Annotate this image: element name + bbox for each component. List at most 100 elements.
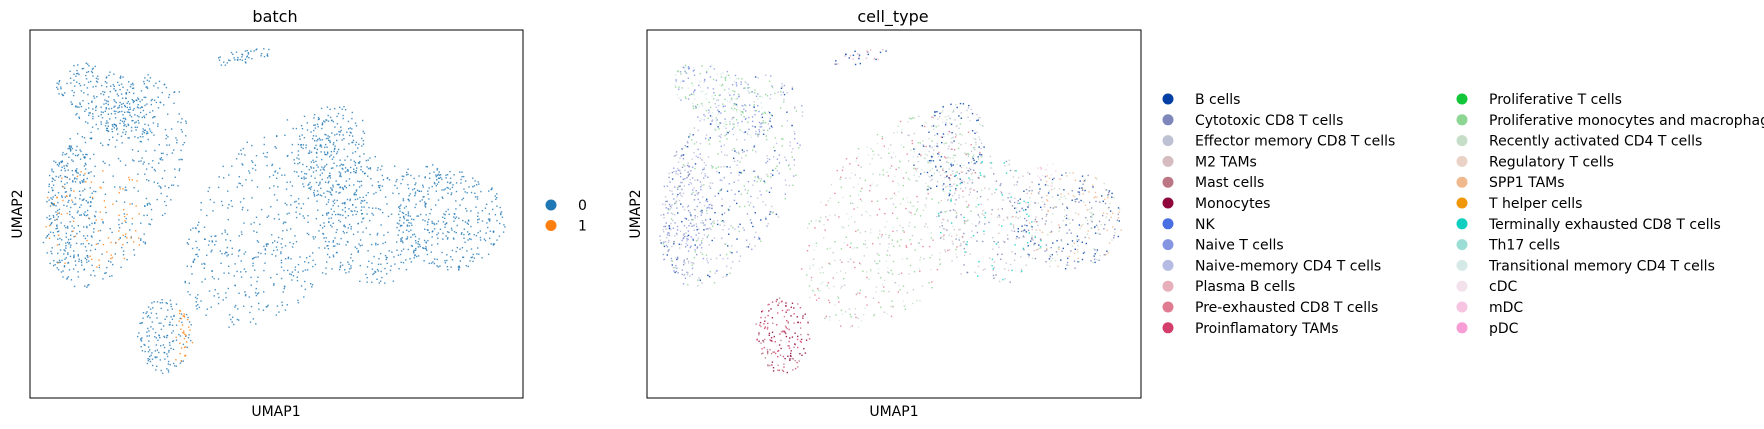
- scatter-point: [757, 105, 759, 107]
- scatter-point: [468, 186, 470, 188]
- scatter-point: [179, 310, 182, 312]
- legend-batch: 01: [545, 198, 587, 235]
- scatter-point: [90, 201, 92, 204]
- scatter-point: [711, 204, 713, 207]
- scatter-point: [260, 208, 263, 211]
- scatter-point: [57, 269, 60, 271]
- scatter-point: [76, 178, 78, 180]
- scatter-point: [56, 227, 59, 229]
- scatter-point: [885, 233, 887, 236]
- scatter-point: [953, 229, 956, 231]
- scatter-point: [878, 254, 880, 256]
- scatter-point: [789, 145, 791, 147]
- scatter-point: [447, 237, 449, 239]
- scatter-point: [187, 318, 189, 321]
- scatter-point: [351, 210, 353, 213]
- scatter-point: [470, 248, 473, 250]
- scatter-point: [281, 238, 283, 240]
- scatter-point: [743, 185, 745, 187]
- scatter-point: [57, 192, 60, 194]
- scatter-point: [97, 75, 99, 77]
- scatter-point: [782, 331, 784, 333]
- scatter-point: [667, 212, 669, 214]
- scatter-point: [106, 100, 108, 102]
- scatter-point: [793, 346, 795, 348]
- scatter-point: [354, 246, 356, 248]
- scatter-point: [69, 178, 71, 180]
- scatter-point: [348, 268, 351, 270]
- scatter-point: [333, 142, 335, 144]
- scatter-point: [740, 114, 742, 116]
- scatter-point: [122, 250, 125, 252]
- scatter-point: [105, 108, 107, 110]
- scatter-point: [701, 184, 703, 186]
- scatter-point: [887, 271, 889, 273]
- scatter-point: [126, 89, 129, 91]
- scatter-point: [923, 258, 925, 260]
- scatter-point: [167, 309, 169, 311]
- scatter-point: [713, 68, 715, 70]
- scatter-point: [148, 358, 151, 361]
- scatter-point: [85, 153, 87, 156]
- scatter-point: [682, 158, 685, 160]
- scatter-point: [994, 192, 996, 194]
- scatter-point: [328, 190, 330, 193]
- scatter-point: [136, 180, 138, 182]
- scatter-point: [74, 197, 77, 199]
- scatter-point: [703, 168, 705, 170]
- scatter-point: [750, 91, 753, 93]
- scatter-point: [394, 184, 396, 187]
- scatter-point: [951, 194, 954, 197]
- scatter-point: [931, 287, 933, 289]
- scatter-point: [770, 93, 772, 96]
- scatter-point: [1054, 206, 1056, 208]
- scatter-point: [686, 240, 688, 242]
- scatter-point: [323, 169, 325, 171]
- scatter-point: [684, 262, 686, 264]
- scatter-point: [455, 208, 457, 210]
- scatter-point: [140, 239, 142, 241]
- scatter-point: [692, 102, 694, 105]
- scatter-point: [700, 118, 702, 120]
- scatter-point: [273, 185, 275, 187]
- scatter-point: [171, 332, 173, 334]
- scatter-point: [1087, 223, 1089, 225]
- scatter-point: [382, 179, 385, 181]
- scatter-point: [81, 264, 83, 266]
- scatter-point: [406, 238, 409, 240]
- scatter-point: [912, 288, 915, 291]
- scatter-point: [1057, 265, 1059, 268]
- scatter-point: [350, 267, 352, 269]
- scatter-point: [246, 55, 249, 57]
- scatter-point: [310, 186, 313, 188]
- scatter-point: [88, 260, 90, 262]
- scatter-point: [855, 293, 858, 296]
- scatter-point: [725, 275, 727, 278]
- scatter-point: [49, 225, 51, 227]
- scatter-point: [129, 106, 131, 108]
- scatter-point: [870, 270, 872, 272]
- scatter-point: [892, 180, 894, 183]
- scatter-point: [941, 169, 944, 171]
- scatter-point: [151, 302, 153, 304]
- scatter-point: [238, 250, 240, 252]
- scatter-point: [350, 228, 352, 230]
- scatter-point: [1033, 244, 1035, 246]
- scatter-point: [242, 147, 245, 150]
- scatter-point: [760, 325, 762, 328]
- scatter-point: [744, 131, 747, 133]
- scatter-point: [428, 218, 430, 221]
- scatter-point: [767, 322, 769, 325]
- scatter-point: [980, 154, 983, 156]
- scatter-point: [676, 229, 679, 231]
- scatter-point: [92, 67, 94, 69]
- scatter-point: [791, 86, 794, 88]
- scatter-point: [678, 243, 681, 245]
- scatter-point: [344, 203, 346, 205]
- scatter-point: [951, 148, 953, 150]
- scatter-point: [63, 167, 66, 170]
- scatter-point: [154, 336, 156, 338]
- scatter-point: [980, 142, 983, 144]
- scatter-point: [892, 151, 895, 154]
- scatter-point: [697, 285, 699, 287]
